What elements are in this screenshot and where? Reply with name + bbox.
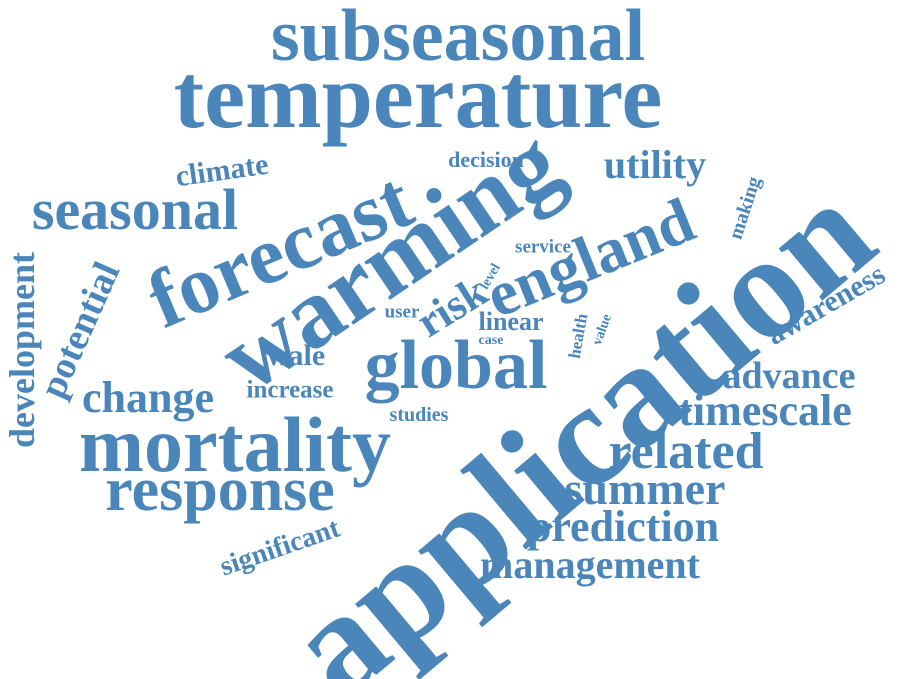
word-increase: increase [246,376,334,404]
word-development: development [2,252,42,448]
word-advance: advance [722,355,856,397]
word-decision: decision [448,147,524,172]
word-timescale: timescale [678,386,852,435]
word-prediction: prediction [526,502,720,551]
word-global: global [364,327,548,404]
word-wale: wale [266,339,326,372]
word-summer: summer [564,463,726,514]
word-related: related [608,423,764,480]
word-change: change [82,373,214,422]
word-case: case [478,333,504,348]
word-mortality: mortality [79,401,391,488]
word-temperature: temperature [173,45,663,147]
word-service: service [515,236,571,258]
word-user: user [384,301,420,323]
word-subseasonal: subseasonal [270,0,646,77]
word-response: response [105,456,335,524]
word-management: management [480,542,700,587]
word-utility: utility [603,142,707,187]
word-linear: linear [478,307,544,336]
word-seasonal: seasonal [31,177,239,242]
word-studies: studies [389,404,449,426]
